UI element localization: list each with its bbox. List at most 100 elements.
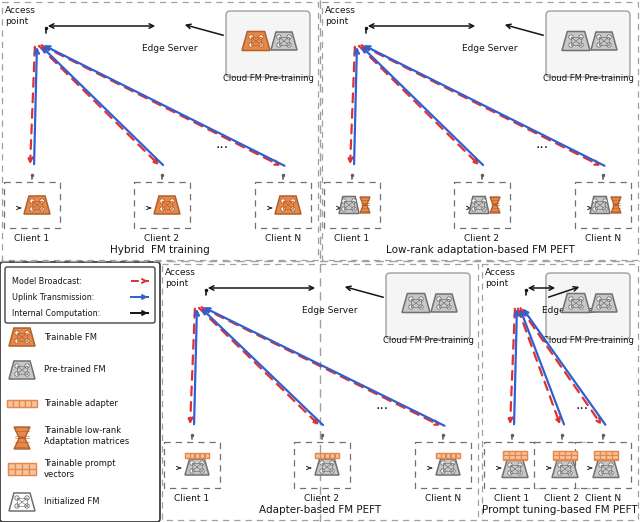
Bar [296,472,310,476]
Ellipse shape [6,212,20,215]
Text: Client N: Client N [265,234,301,243]
Bar [554,455,559,459]
Text: Cloud FM Pre-training: Cloud FM Pre-training [543,74,634,83]
Text: Cloud FM Pre-training: Cloud FM Pre-training [223,74,314,83]
Bar [486,476,500,479]
Ellipse shape [417,469,431,471]
Bar [606,455,612,459]
Ellipse shape [456,212,470,215]
Text: Access
point: Access point [165,268,196,288]
Ellipse shape [326,209,340,211]
Bar [162,264,478,520]
Ellipse shape [418,320,448,322]
Circle shape [409,297,413,301]
Bar [572,455,577,459]
Circle shape [352,199,356,203]
Circle shape [593,199,597,203]
Polygon shape [315,459,339,475]
Bar [6,212,20,216]
Bar [606,451,612,455]
Bar [578,320,608,323]
Bar [257,212,271,216]
Ellipse shape [296,469,310,471]
Bar [186,453,189,457]
Ellipse shape [166,469,180,471]
Circle shape [607,43,611,47]
Circle shape [259,35,263,39]
Circle shape [609,463,613,467]
Circle shape [593,207,597,211]
Text: Client N: Client N [425,494,461,503]
Circle shape [25,364,29,368]
Bar [436,453,440,457]
Polygon shape [24,196,50,214]
Text: ...: ... [576,398,589,412]
Bar [7,399,13,407]
Circle shape [25,331,29,335]
Text: ...: ... [376,398,389,412]
Bar [319,280,341,286]
Circle shape [25,496,29,500]
Text: Client 2: Client 2 [545,494,579,503]
Circle shape [518,471,522,475]
Text: Internal Computation:: Internal Computation: [12,309,100,317]
Circle shape [481,33,483,35]
Ellipse shape [418,323,448,325]
Polygon shape [9,328,35,346]
Circle shape [451,469,455,473]
Polygon shape [154,196,180,214]
Bar [258,58,288,61]
Bar [503,455,509,459]
Ellipse shape [417,476,431,478]
Polygon shape [339,196,359,213]
Text: Edge Server: Edge Server [302,306,358,315]
Bar [330,453,334,457]
Circle shape [15,331,19,335]
Circle shape [249,43,253,47]
Bar [320,453,324,457]
Polygon shape [611,205,621,213]
Bar [454,182,510,228]
Text: Client 2: Client 2 [145,234,179,243]
Circle shape [579,305,583,309]
Bar [326,216,340,219]
Polygon shape [552,460,578,478]
Bar [136,212,150,216]
Bar [15,464,22,469]
Bar [600,455,605,459]
Polygon shape [9,493,35,511]
Bar [294,442,350,488]
Bar [417,476,431,479]
Bar [612,455,618,459]
Text: Trainable prompt
vectors: Trainable prompt vectors [44,459,115,479]
Circle shape [161,20,163,22]
Circle shape [561,288,563,291]
Bar [2,2,318,260]
Bar [190,453,195,457]
Bar [577,212,591,216]
Circle shape [160,207,164,211]
Bar [577,216,591,219]
Circle shape [447,305,451,309]
Bar [600,451,605,455]
Circle shape [419,305,423,309]
Bar [565,455,571,459]
Polygon shape [14,438,30,449]
Polygon shape [185,459,209,475]
Ellipse shape [578,316,608,318]
Polygon shape [490,205,500,213]
Bar [482,264,638,520]
Ellipse shape [577,469,591,471]
Bar [509,455,515,459]
Circle shape [287,43,291,47]
Circle shape [330,469,334,473]
Circle shape [569,297,573,301]
Bar [503,451,509,455]
Bar [159,18,181,24]
Circle shape [419,297,423,301]
Circle shape [609,471,613,475]
FancyBboxPatch shape [546,11,630,77]
Polygon shape [593,460,619,478]
Bar [257,216,271,219]
Polygon shape [188,287,196,300]
